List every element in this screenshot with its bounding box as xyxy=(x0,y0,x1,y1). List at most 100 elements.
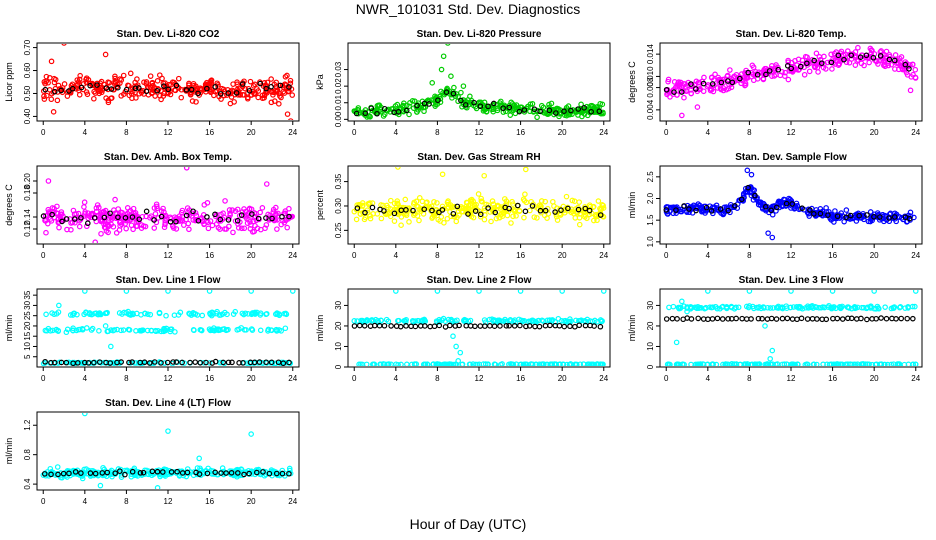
data-point xyxy=(508,361,514,366)
mean-point xyxy=(87,82,93,89)
mean-point xyxy=(828,59,835,66)
outlier-point xyxy=(769,234,776,241)
data-point xyxy=(497,361,504,366)
y-tick-label: 2.5 xyxy=(646,171,655,183)
data-point xyxy=(499,361,505,366)
mean-point xyxy=(203,359,209,366)
data-point xyxy=(41,96,48,102)
data-point xyxy=(890,361,897,366)
data-point xyxy=(245,467,252,474)
y-tick-label: 0 xyxy=(334,364,343,369)
mean-point xyxy=(546,107,553,114)
data-point xyxy=(764,304,771,311)
mean-point xyxy=(536,323,543,330)
mean-point xyxy=(146,360,153,366)
data-point xyxy=(184,466,191,472)
mean-point xyxy=(703,204,710,211)
x-tick-label: 16 xyxy=(828,128,837,137)
mean-point xyxy=(149,468,156,475)
mean-point xyxy=(217,216,224,223)
chart-panel-4: Stan. Dev. Amb. Box Temp.degrees C0.120.… xyxy=(4,152,300,260)
data-point xyxy=(187,91,194,98)
data-point xyxy=(804,54,810,60)
data-point xyxy=(289,92,296,98)
data-point xyxy=(398,222,404,228)
data-point xyxy=(226,207,233,213)
data-point xyxy=(209,309,215,316)
mean-point xyxy=(368,105,375,112)
x-tick-label: 8 xyxy=(747,128,752,137)
mean-point xyxy=(75,360,81,366)
data-point xyxy=(697,361,704,366)
x-tick-label: 20 xyxy=(870,374,879,383)
data-point xyxy=(125,326,132,333)
data-point xyxy=(239,310,246,317)
data-point xyxy=(246,205,253,212)
data-point xyxy=(286,205,292,212)
data-point xyxy=(438,214,445,220)
data-point xyxy=(530,109,537,115)
outlier-point xyxy=(684,308,690,315)
data-point xyxy=(597,100,604,107)
data-point xyxy=(248,471,255,477)
mean-point xyxy=(179,359,185,366)
data-point xyxy=(813,50,820,57)
mean-point xyxy=(234,217,241,224)
outlier-point xyxy=(450,333,456,340)
data-point xyxy=(912,74,919,81)
data-point xyxy=(435,216,441,223)
mean-point xyxy=(107,210,113,217)
mean-point xyxy=(286,213,292,220)
data-point xyxy=(527,207,533,214)
mean-point xyxy=(154,468,161,475)
mean-point xyxy=(568,107,574,114)
data-point xyxy=(213,221,220,227)
data-point xyxy=(700,88,707,95)
data-point xyxy=(829,304,836,311)
data-point xyxy=(481,216,488,223)
x-tick-label: 24 xyxy=(599,374,608,383)
mean-point xyxy=(794,316,800,323)
mean-point xyxy=(108,86,115,92)
mean-point xyxy=(450,210,457,217)
data-point xyxy=(47,327,54,334)
outlier-point xyxy=(248,290,254,294)
mean-point xyxy=(817,210,824,217)
data-point xyxy=(502,202,508,209)
mean-point xyxy=(565,205,571,212)
data-point xyxy=(362,107,369,113)
mean-point xyxy=(239,81,246,87)
data-point xyxy=(763,361,770,366)
data-point xyxy=(273,79,280,86)
data-point xyxy=(161,224,168,231)
data-point xyxy=(572,361,579,366)
y-tick-label: 35 xyxy=(23,290,32,299)
chart-title: Stan. Dev. Li-820 Temp. xyxy=(736,29,847,40)
data-point xyxy=(114,211,120,217)
mean-point xyxy=(700,80,707,87)
data-point xyxy=(242,310,249,317)
data-point xyxy=(695,201,701,207)
data-point xyxy=(86,80,93,86)
data-point xyxy=(554,217,561,223)
y-tick-label: 10 xyxy=(646,341,655,350)
data-point xyxy=(474,361,481,366)
mean-point xyxy=(814,316,820,322)
mean-point xyxy=(547,322,553,329)
page-title: NWR_101031 Std. Dev. Diagnostics xyxy=(355,1,581,17)
data-point xyxy=(737,361,743,366)
mean-point xyxy=(91,215,98,221)
y-tick-label: 0.4 xyxy=(23,478,32,490)
data-point xyxy=(535,317,542,324)
data-point xyxy=(83,223,90,230)
data-point xyxy=(201,359,207,366)
data-point xyxy=(888,61,895,68)
mean-point xyxy=(241,471,247,478)
data-point xyxy=(132,210,139,216)
mean-point xyxy=(871,213,877,220)
data-point xyxy=(792,204,798,211)
data-point xyxy=(238,466,245,472)
data-point xyxy=(85,215,92,222)
mean-point xyxy=(506,104,513,111)
mean-point xyxy=(286,84,292,90)
